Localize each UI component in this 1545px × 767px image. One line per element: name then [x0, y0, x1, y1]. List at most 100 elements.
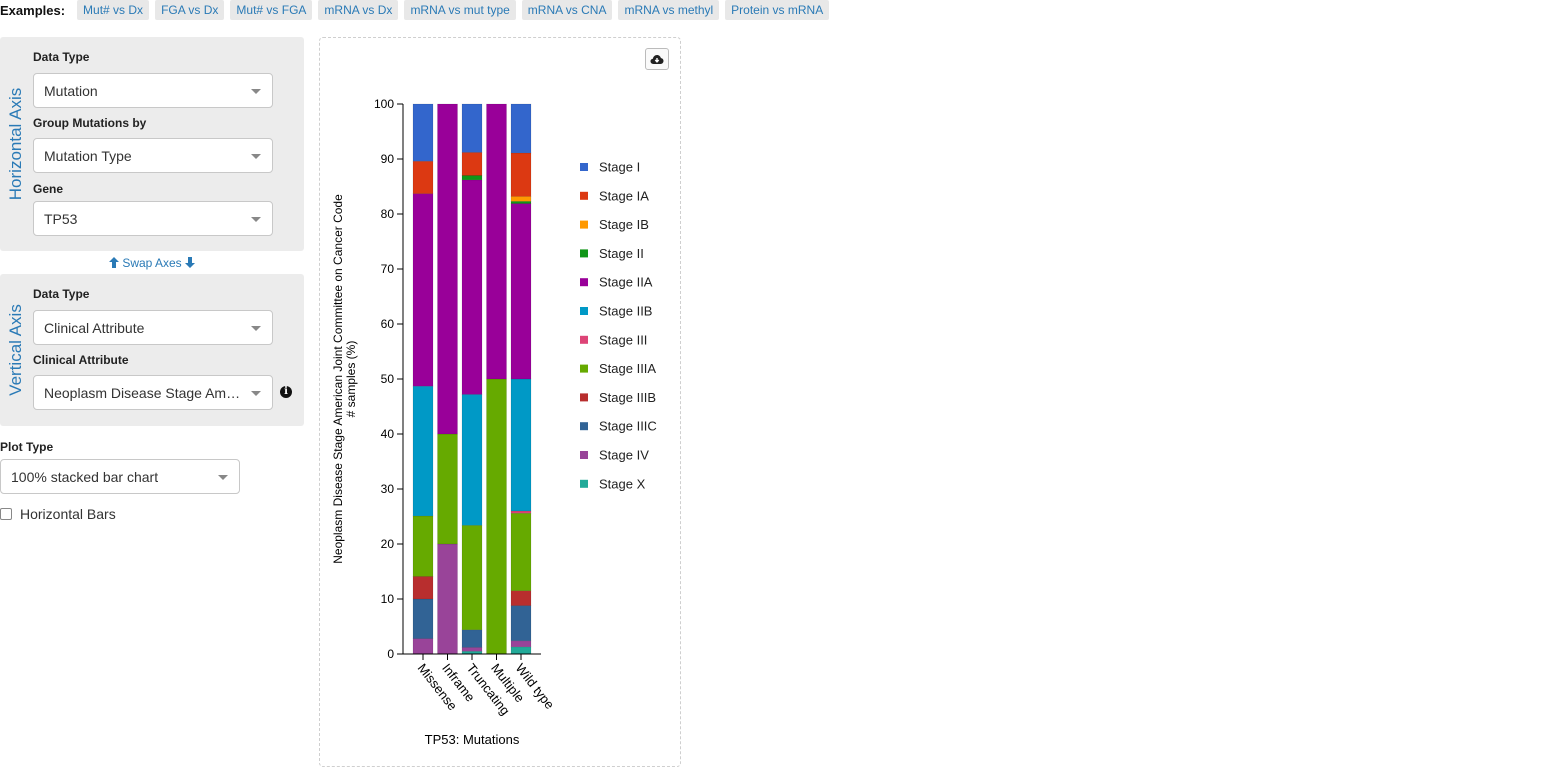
legend-swatch — [580, 307, 588, 315]
bar-segment-missense-stage-iib[interactable] — [412, 385, 434, 517]
bar-segment-missense-stage-iiia[interactable] — [412, 515, 434, 577]
y-tick-label: 30 — [381, 482, 395, 496]
bar-segment-inframe-stage-iia[interactable] — [437, 103, 458, 435]
bar-segment-truncating-stage-iib[interactable] — [461, 394, 483, 526]
example-chip-mut-vs-dx[interactable]: Mut# vs Dx — [77, 0, 150, 20]
x-axis-label: TP53: Mutations — [425, 732, 520, 747]
bar-segment-missense-stage-ia[interactable] — [412, 160, 434, 194]
legend-item-stage-iiic[interactable]: Stage IIIC — [580, 419, 657, 434]
download-button[interactable] — [645, 48, 669, 70]
legend-swatch — [580, 393, 588, 402]
bar-segment-truncating-stage-i[interactable] — [461, 103, 483, 153]
bar-segment-missense-stage-iiib[interactable] — [412, 576, 434, 600]
y-tick-label: 70 — [381, 262, 395, 276]
vertical-axis-panel: Vertical Axis Data Type Clinical Attribu… — [0, 274, 304, 426]
bar-segment-truncating-stage-iiia[interactable] — [461, 525, 483, 631]
legend-item-stage-iib[interactable]: Stage IIB — [580, 304, 652, 319]
legend-item-stage-iia[interactable]: Stage IIA — [580, 275, 653, 290]
h-data-type-select[interactable]: Mutation — [33, 73, 273, 108]
bar-segment-wild-type-stage-iiic[interactable] — [510, 605, 532, 642]
chevron-down-icon — [251, 154, 261, 159]
v-data-type-label: Data Type — [33, 287, 90, 301]
legend-item-stage-ia[interactable]: Stage IA — [580, 188, 649, 203]
legend-label: Stage IIIC — [599, 419, 657, 434]
example-chip-mrna-vs-methyl[interactable]: mRNA vs methyl — [618, 0, 720, 20]
legend-swatch — [580, 364, 588, 373]
legend-label: Stage I — [599, 160, 640, 175]
legend-label: Stage IIIB — [599, 390, 656, 405]
legend-swatch — [580, 278, 588, 287]
clinical-attribute-select[interactable]: Neoplasm Disease Stage American Joint Co… — [33, 375, 273, 410]
bar-segment-wild-type-stage-x[interactable] — [510, 646, 532, 655]
legend-label: Stage X — [599, 476, 646, 491]
legend-swatch — [580, 422, 588, 431]
legend-swatch — [580, 220, 588, 229]
examples-bar: Examples: Mut# vs Dx FGA vs Dx Mut# vs F… — [0, 0, 830, 20]
bar-segment-wild-type-stage-i[interactable] — [510, 103, 532, 154]
legend-swatch — [580, 191, 588, 200]
legend-item-stage-iiib[interactable]: Stage IIIB — [580, 390, 656, 405]
bar-segment-truncating-stage-ia[interactable] — [461, 152, 483, 176]
horizontal-bars-label: Horizontal Bars — [20, 506, 116, 522]
bar-segment-multiple-stage-iia[interactable] — [486, 103, 507, 380]
bar-segment-inframe-stage-iv[interactable] — [437, 543, 458, 655]
y-tick-label: 80 — [381, 207, 395, 221]
bar-segment-wild-type-stage-iia[interactable] — [510, 203, 532, 380]
gene-select[interactable]: TP53 — [33, 201, 273, 236]
arrow-down-icon — [185, 257, 196, 268]
bar-segment-truncating-stage-iia[interactable] — [461, 179, 483, 395]
group-mutations-select[interactable]: Mutation Type — [33, 138, 273, 173]
legend-label: Stage IIIA — [599, 361, 656, 376]
bar-segment-multiple-stage-iiia[interactable] — [486, 378, 507, 655]
legend-item-stage-x[interactable]: Stage X — [580, 476, 646, 491]
info-circle-icon[interactable]: i — [280, 386, 292, 398]
horizontal-bars-checkbox[interactable] — [0, 508, 12, 520]
bar-segment-truncating-stage-iiic[interactable] — [461, 629, 483, 648]
legend-item-stage-ii[interactable]: Stage II — [580, 246, 644, 261]
bar-segment-missense-stage-iiic[interactable] — [412, 598, 434, 639]
legend-swatch — [580, 249, 588, 258]
y-tick-label: 10 — [381, 592, 395, 606]
bar-segment-missense-stage-iv[interactable] — [412, 638, 434, 655]
plot-type-select[interactable]: 100% stacked bar chart — [0, 459, 240, 494]
bar-segment-truncating-stage-ii[interactable] — [461, 175, 483, 181]
legend-item-stage-ib[interactable]: Stage IB — [580, 217, 649, 232]
bar-segment-wild-type-stage-iii[interactable] — [510, 510, 532, 514]
bar-segment-wild-type-stage-ia[interactable] — [510, 152, 532, 197]
example-chip-mrna-vs-dx[interactable]: mRNA vs Dx — [318, 0, 399, 20]
bar-segment-inframe-stage-iiia[interactable] — [437, 433, 458, 545]
example-chip-mrna-vs-cna[interactable]: mRNA vs CNA — [521, 0, 613, 20]
example-chip-protein-vs-mrna[interactable]: Protein vs mRNA — [725, 0, 830, 20]
bar-segment-missense-stage-i[interactable] — [412, 103, 434, 162]
legend-swatch — [580, 451, 588, 459]
y-axis-label: Neoplasm Disease Stage American Joint Co… — [331, 194, 345, 564]
bar-segment-wild-type-stage-iib[interactable] — [510, 378, 532, 512]
legend-item-stage-iiia[interactable]: Stage IIIA — [580, 361, 656, 376]
bar-segment-wild-type-stage-ib[interactable] — [510, 196, 532, 202]
arrow-up-icon — [108, 257, 119, 268]
h-data-type-label: Data Type — [33, 50, 90, 64]
y-tick-label: 100 — [374, 97, 394, 111]
example-chip-fga-vs-dx[interactable]: FGA vs Dx — [155, 0, 225, 20]
examples-label: Examples: — [0, 2, 66, 18]
bar-segment-wild-type-stage-iiia[interactable] — [510, 512, 532, 592]
y-tick-label: 20 — [381, 537, 395, 551]
horizontal-bars-option[interactable]: Horizontal Bars — [0, 506, 116, 522]
bar-segment-wild-type-stage-iv[interactable] — [510, 640, 532, 648]
bar-segment-wild-type-stage-ii[interactable] — [510, 201, 532, 204]
swap-axes-button[interactable]: Swap Axes — [0, 256, 304, 270]
group-mutations-label: Group Mutations by — [33, 116, 147, 130]
y-ticks: 0 10 20 30 40 50 60 70 80 90 100 — [374, 97, 403, 661]
legend-item-stage-iii[interactable]: Stage III — [580, 332, 647, 347]
cloud-download-icon — [650, 54, 664, 64]
y-axis-sublabel: # samples (%) — [344, 341, 358, 418]
v-data-type-select[interactable]: Clinical Attribute — [33, 310, 273, 345]
example-chip-mrna-vs-mut-type[interactable]: mRNA vs mut type — [404, 0, 516, 20]
example-chip-mut-vs-fga[interactable]: Mut# vs FGA — [230, 0, 313, 20]
legend-item-stage-i[interactable]: Stage I — [580, 160, 640, 175]
chevron-down-icon — [251, 89, 261, 94]
bar-segment-wild-type-stage-iiib[interactable] — [510, 590, 532, 606]
legend-item-stage-iv[interactable]: Stage IV — [580, 448, 649, 463]
bar-segment-missense-stage-iia[interactable] — [412, 193, 434, 387]
bar-segment-truncating-stage-iv[interactable] — [461, 647, 483, 652]
